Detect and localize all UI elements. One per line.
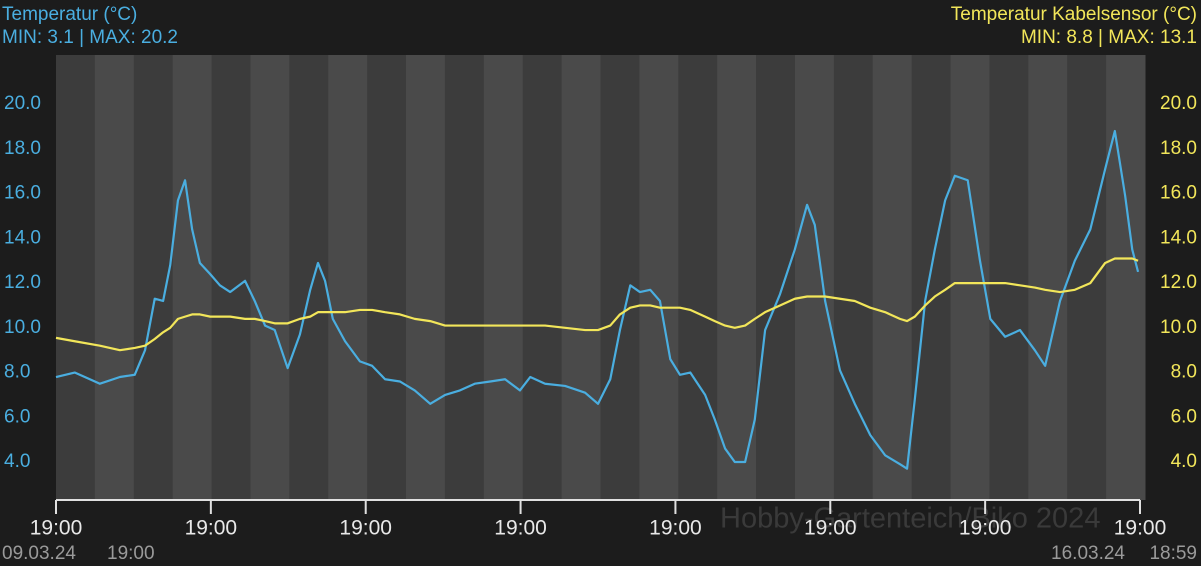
band (367, 55, 407, 500)
band (911, 55, 952, 500)
y2-tick-label: 4.0 (1171, 451, 1197, 472)
band (794, 55, 835, 500)
band (989, 55, 1029, 500)
band (56, 55, 96, 500)
series-title: Temperatur (°C) (2, 4, 137, 25)
x-tick-label: 19:00 (804, 517, 857, 540)
band (444, 55, 485, 500)
x-tick-label: 19:00 (30, 517, 83, 540)
band (717, 55, 757, 500)
x-tick-label: 19:00 (494, 517, 547, 540)
y2-tick-label: 8.0 (1171, 362, 1197, 383)
band (756, 55, 796, 500)
y-tick-label: 18.0 (4, 138, 41, 159)
y2-tick-label: 12.0 (1160, 272, 1197, 293)
x-tick-label: 19:00 (959, 517, 1012, 540)
series-stats: MIN: 3.1 | MAX: 20.2 (2, 27, 178, 48)
y-tick-label: 14.0 (4, 227, 41, 248)
series-title: Temperatur Kabelsensor (°C) (951, 4, 1197, 25)
band (289, 55, 329, 500)
end-time: 18:59 (1149, 543, 1197, 564)
band (1106, 55, 1146, 500)
band (133, 55, 174, 500)
band (1067, 55, 1107, 500)
start-date: 09.03.24 (2, 543, 76, 564)
series-stats: MIN: 8.8 | MAX: 13.1 (1021, 27, 1197, 48)
y2-tick-label: 20.0 (1160, 93, 1197, 114)
band (561, 55, 601, 500)
y-tick-label: 4.0 (4, 451, 30, 472)
band (483, 55, 524, 500)
y2-tick-label: 6.0 (1171, 406, 1197, 427)
band (328, 55, 368, 500)
x-tick-label: 19:00 (649, 517, 702, 540)
band (522, 55, 563, 500)
y-tick-label: 6.0 (4, 406, 30, 427)
x-tick-label: 19:00 (339, 517, 392, 540)
y2-tick-label: 14.0 (1160, 227, 1197, 248)
x-tick-label: 19:00 (1114, 517, 1167, 540)
band (250, 55, 290, 500)
series-line (55, 129, 1140, 470)
start-time: 19:00 (107, 543, 155, 564)
band (833, 55, 874, 500)
y2-tick-label: 18.0 (1160, 138, 1197, 159)
series-line (55, 257, 1139, 352)
band (678, 55, 718, 500)
band (172, 55, 213, 500)
band (94, 55, 135, 500)
band (639, 55, 679, 500)
band (872, 55, 913, 500)
band (1028, 55, 1068, 500)
y2-tick-label: 16.0 (1160, 183, 1197, 204)
y-tick-label: 12.0 (4, 272, 41, 293)
band (600, 55, 640, 500)
end-date: 16.03.24 (1051, 543, 1125, 564)
y2-tick-label: 10.0 (1160, 317, 1197, 338)
watermark: Hobby-Gartenteich/Biko 2024 (720, 503, 1100, 535)
band (406, 55, 446, 500)
y-tick-label: 20.0 (4, 93, 41, 114)
band (211, 55, 251, 500)
y-tick-label: 8.0 (4, 362, 30, 383)
x-tick-label: 19:00 (185, 517, 238, 540)
y-tick-label: 10.0 (4, 317, 41, 338)
y-tick-label: 16.0 (4, 183, 41, 204)
